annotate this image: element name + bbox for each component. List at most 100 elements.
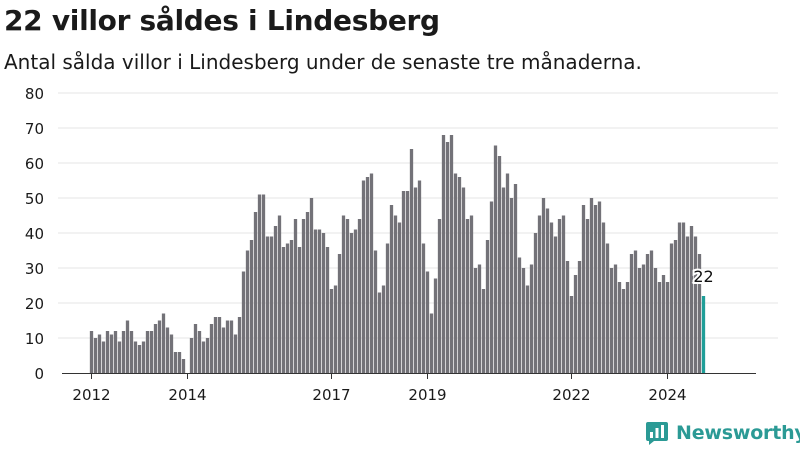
bar xyxy=(533,233,538,373)
bar xyxy=(577,261,582,373)
bar xyxy=(141,341,146,373)
bar xyxy=(477,264,482,373)
bar xyxy=(637,268,642,373)
bar xyxy=(657,282,662,373)
bar xyxy=(337,254,342,373)
bar xyxy=(417,180,422,373)
bar xyxy=(193,324,198,373)
bar xyxy=(473,268,478,373)
bar xyxy=(633,250,638,373)
bar xyxy=(393,215,398,373)
bar xyxy=(461,187,466,373)
bar xyxy=(525,285,530,373)
bar xyxy=(161,313,166,373)
bar xyxy=(353,229,358,373)
bar xyxy=(117,341,122,373)
bar xyxy=(609,268,614,373)
bar xyxy=(449,135,454,373)
bar xyxy=(133,341,138,373)
bar xyxy=(285,243,290,373)
bars xyxy=(89,135,706,373)
bar xyxy=(329,289,334,373)
y-tick-label: 0 xyxy=(34,365,44,383)
x-tick-label: 2019 xyxy=(408,386,446,404)
bar xyxy=(513,184,518,373)
newsworthy-logo-icon xyxy=(646,422,668,445)
bar xyxy=(585,219,590,373)
bar xyxy=(625,282,630,373)
bar xyxy=(621,289,626,373)
bar xyxy=(481,289,486,373)
bar xyxy=(301,219,306,373)
y-tick-label: 10 xyxy=(25,330,44,348)
chart-title: 22 villor såldes i Lindesberg xyxy=(4,4,440,37)
bar xyxy=(273,226,278,373)
bar xyxy=(553,236,558,373)
bar xyxy=(613,264,618,373)
bar xyxy=(673,240,678,373)
bar xyxy=(377,292,382,373)
bar xyxy=(693,236,698,373)
bar xyxy=(281,247,286,373)
bar xyxy=(665,282,670,373)
bar xyxy=(549,222,554,373)
bar xyxy=(493,145,498,373)
brand-name: Newsworthy xyxy=(676,422,800,444)
bar xyxy=(653,268,658,373)
bar xyxy=(153,324,158,373)
y-tick-label: 60 xyxy=(25,155,44,173)
bar xyxy=(505,173,510,373)
bar xyxy=(453,173,458,373)
y-axis-ticks: 0 10 20 30 40 50 60 70 80 xyxy=(25,85,44,383)
bar xyxy=(89,331,94,373)
bar xyxy=(157,320,162,373)
y-tick-label: 30 xyxy=(25,260,44,278)
highlight-value-label: 22 xyxy=(693,267,713,286)
bar xyxy=(429,313,434,373)
bar xyxy=(601,222,606,373)
bar xyxy=(197,331,202,373)
bar xyxy=(501,187,506,373)
bar xyxy=(557,219,562,373)
bar xyxy=(345,219,350,373)
y-tick-label: 50 xyxy=(25,190,44,208)
bar xyxy=(269,236,274,373)
bar xyxy=(213,317,218,373)
bar xyxy=(457,177,462,373)
bar xyxy=(201,341,206,373)
bar xyxy=(129,331,134,373)
bar xyxy=(545,208,550,373)
bar-highlight xyxy=(701,296,706,373)
bar xyxy=(317,229,322,373)
bar xyxy=(361,180,366,373)
bar xyxy=(289,240,294,373)
bar xyxy=(373,250,378,373)
bar xyxy=(685,236,690,373)
bar xyxy=(381,285,386,373)
bar xyxy=(149,331,154,373)
bar xyxy=(485,240,490,373)
newsworthy-brand[interactable]: Newsworthy xyxy=(644,419,800,447)
bar xyxy=(137,345,142,373)
bar xyxy=(309,198,314,373)
bar xyxy=(433,278,438,373)
bar xyxy=(145,331,150,373)
bar xyxy=(497,156,502,373)
bar xyxy=(445,142,450,373)
bar xyxy=(277,215,282,373)
x-axis: 2012 2014 2017 2019 2022 2024 xyxy=(62,373,756,404)
bar xyxy=(465,219,470,373)
bar xyxy=(489,201,494,373)
bar xyxy=(565,261,570,373)
bar xyxy=(441,135,446,373)
bar xyxy=(409,149,414,373)
bar xyxy=(313,229,318,373)
bar xyxy=(357,219,362,373)
y-tick-label: 20 xyxy=(25,295,44,313)
bar xyxy=(413,187,418,373)
bar xyxy=(333,285,338,373)
bar xyxy=(253,212,258,373)
bar xyxy=(173,352,178,373)
bar xyxy=(697,254,702,373)
